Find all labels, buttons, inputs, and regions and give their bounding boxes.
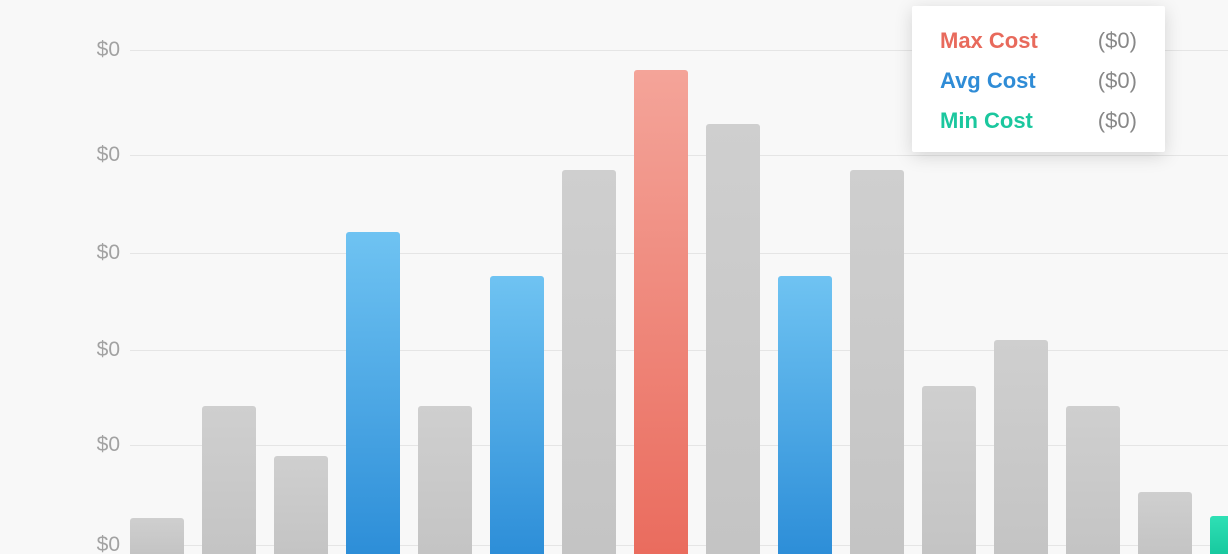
bar: [1138, 492, 1192, 554]
bar: [994, 340, 1048, 554]
bar: [922, 386, 976, 554]
bar: [130, 518, 184, 554]
legend-row-avg: Avg Cost ($0): [940, 68, 1137, 94]
bar: [202, 406, 256, 554]
legend-value-avg: ($0): [1098, 68, 1137, 94]
y-axis-tick-label: $0: [0, 433, 120, 457]
bar: [634, 70, 688, 554]
legend-label-max: Max Cost: [940, 28, 1038, 54]
bar: [490, 276, 544, 554]
bar: [1210, 516, 1228, 554]
y-axis-tick-label: $0: [0, 143, 120, 167]
legend-row-max: Max Cost ($0): [940, 28, 1137, 54]
bar: [778, 276, 832, 554]
bar: [1066, 406, 1120, 554]
legend-label-min: Min Cost: [940, 108, 1033, 134]
bar: [346, 232, 400, 554]
bar: [706, 124, 760, 554]
y-axis-tick-label: $0: [0, 533, 120, 554]
bar: [562, 170, 616, 554]
legend-value-min: ($0): [1098, 108, 1137, 134]
bar: [850, 170, 904, 554]
legend-box: Max Cost ($0) Avg Cost ($0) Min Cost ($0…: [912, 6, 1165, 152]
legend-row-min: Min Cost ($0): [940, 108, 1137, 134]
y-axis-tick-label: $0: [0, 241, 120, 265]
bar: [418, 406, 472, 554]
legend-value-max: ($0): [1098, 28, 1137, 54]
cost-bar-chart: $0 $0 $0 $0 $0 $0 Max Cost ($0) Avg Cost ($0)…: [0, 0, 1228, 554]
y-axis-tick-label: $0: [0, 338, 120, 362]
y-axis-tick-label: $0: [0, 38, 120, 62]
bar: [274, 456, 328, 554]
legend-label-avg: Avg Cost: [940, 68, 1036, 94]
